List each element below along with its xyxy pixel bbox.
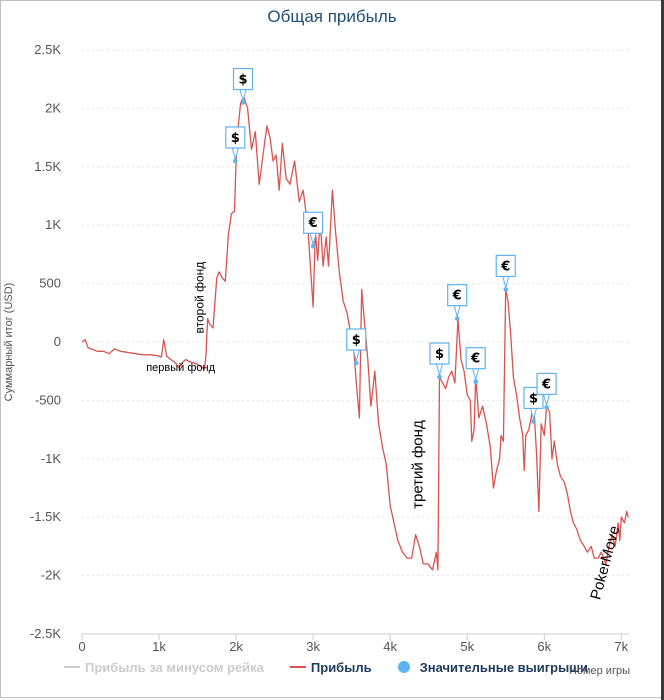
marker-flags: $$€$$€€€$€ [225, 67, 557, 424]
chart-title: Общая прибыль [267, 7, 397, 26]
legend-label: Прибыль за минусом рейка [85, 659, 264, 675]
marker-flag-pointer [435, 363, 443, 377]
marker-flag-label: $ [238, 73, 247, 88]
marker-flag-label: € [308, 216, 318, 231]
y-tick-label: -1K [41, 451, 62, 466]
y-tick-label: 500 [39, 276, 61, 291]
marker-flag-label: € [541, 377, 551, 392]
marker-flag-label: $ [231, 131, 240, 146]
annotation-text: второй фонд [193, 262, 207, 334]
marker-flag-label: € [470, 352, 480, 367]
marker-point [544, 405, 549, 410]
legend-item-profit[interactable]: Прибыль [289, 659, 372, 675]
marker-flag-label: $ [435, 347, 444, 362]
annotation-text: первый фонд [146, 362, 215, 374]
y-tick-label: -500 [35, 392, 61, 407]
y-tick-label: 2.5K [34, 42, 61, 57]
marker-point [310, 243, 316, 249]
marker-point [240, 100, 246, 105]
y-axis-label: Суммарный итог (USD) [3, 283, 15, 402]
marker-flag-label: $ [352, 333, 361, 348]
x-tick-label: 1k [152, 639, 166, 654]
marker-flag-pointer [239, 89, 247, 103]
marker-flag-pointer [472, 368, 480, 382]
legend-marker-swatch [397, 661, 410, 673]
marker-flag-box [429, 342, 450, 365]
marker-point [233, 158, 238, 164]
x-axis-label: Номер игры [568, 665, 630, 677]
window-edge [661, 0, 664, 700]
y-tick-label: -2K [41, 568, 62, 583]
x-tick-label: 6k [537, 639, 551, 654]
marker-flag-label: € [500, 259, 510, 274]
marker-flag-pointer [529, 408, 537, 422]
annotations: первый фонд второй фонд третий фонд PokerMo… [146, 262, 623, 602]
marker-flag-box [232, 67, 254, 91]
legend-label: Значительные выигрыши [419, 659, 589, 675]
legend: Прибыль за минусом рейка Прибыль Значите… [64, 657, 614, 677]
marker-flag-label: $ [529, 391, 538, 406]
y-tick-label: 1.5K [34, 159, 61, 174]
marker-point [503, 287, 509, 292]
axes: 2.5K 2K 1.5K 1K 500 0 -500 -1K -1.5K -2K -2.5K 0 1k 2… [30, 42, 629, 654]
marker-flag-box [447, 284, 468, 307]
marker-flag-label: € [452, 289, 462, 304]
marker-point [454, 316, 460, 321]
legend-line-swatch [289, 666, 306, 668]
y-tick-label: -1.5K [30, 509, 61, 524]
y-tick-label: 1K [45, 217, 61, 232]
marker-flag-pointer [352, 349, 360, 363]
y-tick-label: 0 [54, 334, 61, 349]
marker-flag-box [536, 372, 557, 396]
marker-flag-box [346, 328, 367, 351]
marker-flag-pointer [309, 233, 317, 247]
marker-point [437, 374, 442, 380]
y-tick-label: 2K [45, 100, 61, 115]
marker-flag-pointer [543, 394, 551, 408]
marker-flag-pointer [502, 276, 510, 290]
annotation-text: PokerMove [587, 524, 623, 602]
legend-item-big-wins[interactable]: Значительные выигрыши [397, 659, 589, 675]
marker-flag-box [303, 211, 324, 234]
annotation-text: третий фонд [410, 420, 427, 509]
x-tick-label: 4k [383, 639, 397, 654]
x-tick-label: 2k [229, 639, 243, 654]
marker-point [531, 419, 536, 424]
legend-line-swatch [64, 666, 80, 668]
legend-item-net-profit[interactable]: Прибыль за минусом рейка [64, 660, 264, 675]
marker-flag-box [465, 347, 486, 370]
marker-flag-pointer [453, 305, 461, 319]
x-tick-label: 7k [614, 639, 628, 654]
marker-flag-box [225, 126, 246, 149]
marker-point [473, 379, 478, 385]
x-tick-label: 0 [78, 639, 85, 654]
legend-label: Прибыль [310, 659, 372, 675]
marker-point [353, 360, 359, 366]
y-tick-label: -2.5K [30, 626, 61, 641]
marker-flag-pointer [231, 147, 239, 161]
x-tick-label: 3k [306, 639, 320, 654]
marker-flag-box [495, 254, 516, 278]
x-tick-label: 5k [460, 639, 474, 654]
